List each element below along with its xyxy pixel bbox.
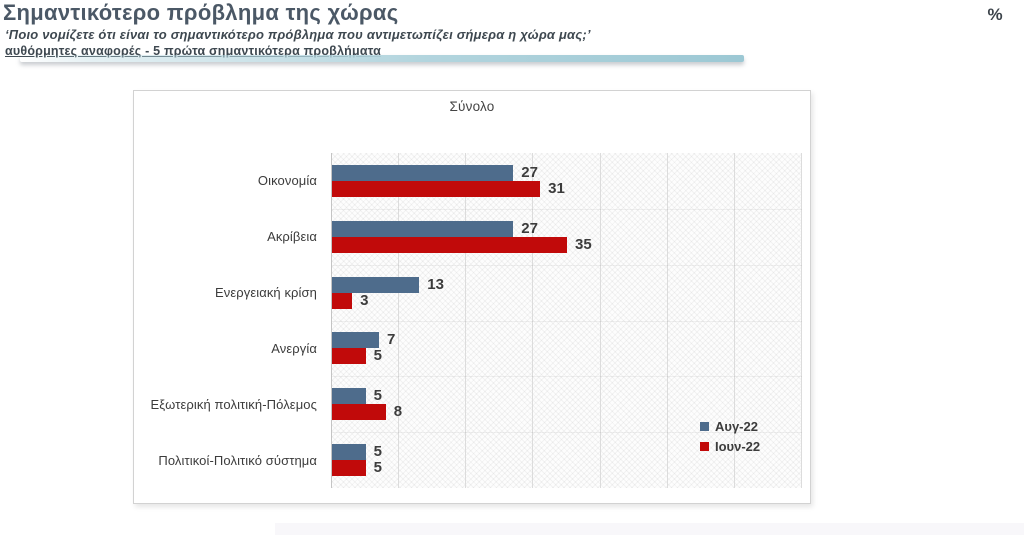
bar-value-label: 5 [373, 443, 382, 461]
category-label: Ανεργία [271, 340, 317, 356]
row-separator [332, 264, 802, 266]
bar-value-label: 35 [575, 235, 592, 253]
category-label: Εξωτερική πολιτική-Πόλεμος [150, 396, 317, 412]
category-label: Ενεργειακή κρίση [214, 285, 317, 301]
row-separator [332, 376, 802, 378]
bar [332, 444, 366, 461]
gridline [666, 153, 668, 488]
gridline [599, 153, 601, 488]
category-labels: Οικονομία Ακρίβεια Ενεργειακή κρίση Ανεργία… [134, 153, 324, 488]
legend-item: Ιουν-22 [700, 439, 760, 454]
gridline [398, 153, 400, 488]
page-subtitle: ‘Ποιο νομίζετε ότι είναι το σημαντικότερ… [5, 27, 591, 42]
category-label: Ακρίβεια [267, 229, 317, 245]
row-separator [332, 208, 802, 210]
page-title: Σημαντικότερο πρόβλημα της χώρας [3, 0, 399, 25]
row-separator [332, 320, 802, 322]
bar-value-label: 5 [373, 387, 382, 405]
bottom-strip [275, 523, 1024, 535]
bar-value-label: 27 [521, 163, 538, 181]
bar [332, 276, 420, 293]
legend-label: Ιουν-22 [715, 439, 761, 454]
bar [332, 236, 567, 253]
gridline [733, 153, 735, 488]
bar [332, 164, 514, 181]
legend-marker [700, 422, 709, 431]
row-separator [332, 432, 802, 434]
bar [332, 404, 386, 421]
bar [332, 292, 353, 309]
legend-marker [700, 442, 709, 451]
gridline [532, 153, 534, 488]
bar-value-label: 27 [521, 219, 538, 237]
bar [332, 348, 366, 365]
bar-value-label: 13 [427, 275, 444, 293]
chart-title: Σύνολο [449, 99, 495, 114]
bar [332, 332, 379, 349]
bar-value-label: 31 [548, 179, 565, 197]
category-label: Πολιτικοί-Πολιτικό σύστημα [158, 452, 317, 468]
plot-area: Αυγ-22 Ιουν-22 27 31 27 35 13 3 7 5 5 8 5 5 [331, 153, 802, 488]
bar-value-label: 7 [387, 331, 396, 349]
teal-divider [20, 55, 744, 62]
chart-card: Σύνολο Οικονομία Ακρίβεια Ενεργειακή κρίση… [133, 90, 811, 504]
bar-value-label: 3 [360, 291, 369, 309]
bar [332, 180, 541, 197]
bar [332, 220, 514, 237]
gridline [465, 153, 467, 488]
bar [332, 460, 366, 477]
legend-label: Αυγ-22 [715, 419, 758, 434]
bar-value-label: 8 [393, 403, 403, 421]
bar-value-label: 5 [373, 347, 382, 365]
bar-value-label: 5 [373, 459, 382, 477]
legend: Αυγ-22 Ιουν-22 [700, 419, 760, 454]
bar [332, 388, 366, 405]
gridline [801, 153, 802, 488]
page-note: αυθόρμητες αναφορές - 5 πρώτα σημαντικότ… [5, 44, 382, 58]
category-label: Οικονομία [257, 173, 317, 189]
legend-item: Αυγ-22 [700, 419, 760, 434]
percent-label: % [987, 5, 1003, 24]
